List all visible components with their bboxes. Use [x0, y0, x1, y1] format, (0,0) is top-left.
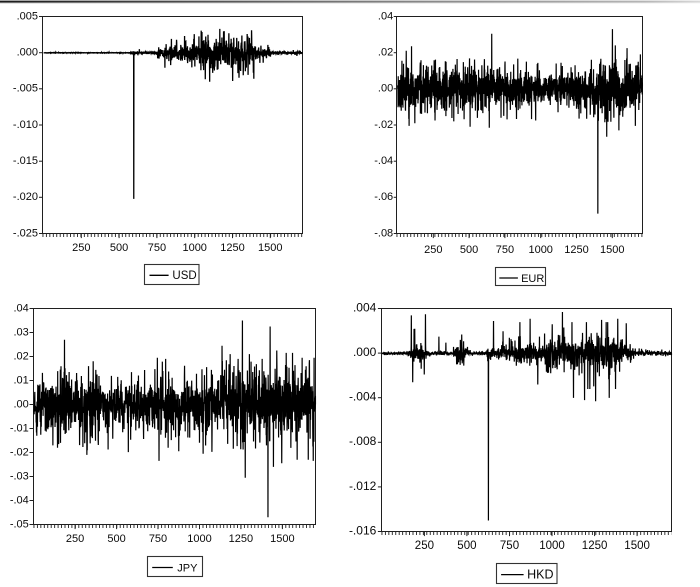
- svg-text:750: 750: [500, 540, 519, 552]
- svg-text:-.08: -.08: [374, 227, 393, 239]
- svg-text:-.020: -.020: [13, 191, 38, 203]
- svg-text:.00: .00: [378, 83, 393, 95]
- svg-text:.03: .03: [14, 326, 29, 338]
- svg-text:.004: .004: [353, 300, 377, 314]
- svg-text:750: 750: [148, 242, 166, 254]
- svg-text:-.01: -.01: [10, 422, 29, 434]
- svg-text:1250: 1250: [564, 244, 588, 256]
- svg-text:-.015: -.015: [13, 155, 38, 167]
- svg-text:-.06: -.06: [374, 191, 393, 203]
- svg-text:-.02: -.02: [10, 446, 29, 458]
- svg-text:500: 500: [107, 533, 125, 545]
- svg-text:-.04: -.04: [10, 494, 29, 506]
- svg-text:.02: .02: [14, 350, 29, 362]
- svg-text:250: 250: [424, 244, 442, 256]
- svg-text:250: 250: [415, 540, 434, 552]
- svg-text:750: 750: [496, 244, 514, 256]
- svg-text:EUR: EUR: [521, 273, 544, 285]
- svg-text:.000: .000: [353, 345, 377, 359]
- svg-text:1000: 1000: [187, 533, 211, 545]
- svg-text:250: 250: [66, 533, 84, 545]
- svg-text:250: 250: [72, 242, 90, 254]
- svg-text:.04: .04: [14, 302, 29, 314]
- svg-text:-.004: -.004: [349, 390, 377, 404]
- svg-text:1250: 1250: [229, 533, 253, 545]
- svg-text:HKD: HKD: [527, 568, 553, 582]
- svg-text:.005: .005: [17, 10, 38, 22]
- svg-text:1500: 1500: [624, 540, 650, 552]
- svg-text:1500: 1500: [600, 244, 624, 256]
- svg-text:-.02: -.02: [374, 119, 393, 131]
- svg-text:-.005: -.005: [13, 83, 38, 95]
- svg-text:500: 500: [460, 244, 478, 256]
- svg-text:1250: 1250: [582, 540, 608, 552]
- svg-text:.02: .02: [378, 47, 393, 59]
- svg-text:500: 500: [457, 540, 476, 552]
- svg-text:1250: 1250: [220, 242, 244, 254]
- svg-text:.00: .00: [14, 398, 29, 410]
- svg-text:1000: 1000: [182, 242, 206, 254]
- svg-text:USD: USD: [172, 270, 196, 282]
- svg-text:750: 750: [149, 533, 167, 545]
- svg-text:1500: 1500: [258, 242, 282, 254]
- svg-text:.04: .04: [378, 10, 393, 22]
- svg-text:-.010: -.010: [13, 119, 38, 131]
- svg-text:-.05: -.05: [10, 518, 29, 530]
- svg-text:.01: .01: [14, 374, 29, 386]
- svg-text:-.04: -.04: [374, 155, 393, 167]
- svg-text:.000: .000: [17, 47, 38, 59]
- svg-text:-.012: -.012: [349, 479, 377, 493]
- svg-text:-.016: -.016: [349, 523, 377, 537]
- svg-text:1500: 1500: [270, 533, 294, 545]
- svg-text:500: 500: [110, 242, 128, 254]
- svg-text:-.03: -.03: [10, 470, 29, 482]
- svg-text:JPY: JPY: [177, 562, 198, 574]
- svg-text:1000: 1000: [528, 244, 552, 256]
- svg-text:-.025: -.025: [13, 227, 38, 239]
- svg-text:-.008: -.008: [349, 434, 377, 448]
- svg-text:1000: 1000: [539, 540, 565, 552]
